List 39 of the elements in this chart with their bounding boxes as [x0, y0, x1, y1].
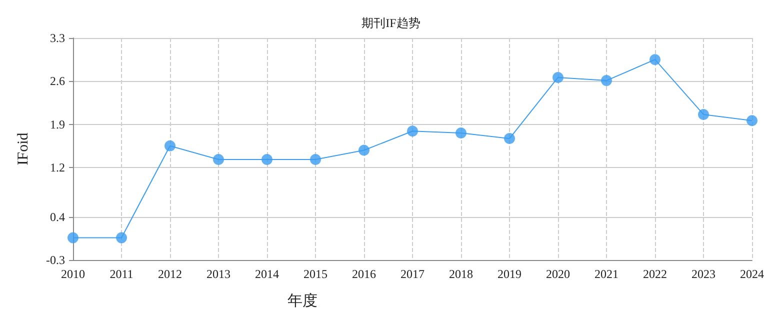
x-tick-label: 2020 — [546, 267, 570, 281]
chart-title: 期刊IF趋势 — [362, 16, 420, 30]
x-tick-label: 2017 — [400, 267, 424, 281]
x-tick-label: 2010 — [61, 267, 85, 281]
point — [358, 144, 370, 156]
y-tick-label: 3.3 — [50, 31, 65, 45]
x-tick-label: 2021 — [594, 267, 618, 281]
x-tick-label: 2022 — [643, 267, 667, 281]
point — [746, 115, 758, 126]
x-tick-label: 2024 — [740, 267, 764, 281]
x-tick-label: 2014 — [255, 267, 279, 281]
point — [456, 127, 466, 138]
point — [407, 126, 418, 137]
point — [213, 154, 224, 165]
x-tick-label: 2023 — [692, 267, 716, 281]
point — [116, 232, 127, 244]
y-tick-label: 2.6 — [50, 74, 65, 88]
y-tick-label: 0.4 — [50, 210, 65, 224]
x-tick-label: 2015 — [304, 267, 328, 281]
x-axis-title: 年度 — [288, 292, 318, 310]
x-tick-label: 2013 — [206, 267, 230, 281]
point — [68, 232, 78, 244]
y-tick-label: 1.9 — [50, 117, 65, 132]
point — [310, 154, 321, 165]
y-axis-title: IFoid — [16, 132, 32, 166]
y-tick-label: -0.3 — [46, 253, 65, 267]
x-tick-label: 2012 — [158, 267, 182, 281]
x-tick-label: 2011 — [110, 267, 134, 281]
y-tick-label: 1.2 — [50, 160, 65, 174]
x-tick-label: 2016 — [352, 267, 376, 281]
point — [504, 133, 515, 144]
x-tick-label: 2019 — [498, 267, 522, 281]
point — [601, 75, 612, 86]
point — [262, 154, 272, 165]
point — [552, 72, 564, 83]
x-tick-label: 2018 — [449, 267, 473, 281]
point — [698, 108, 709, 120]
point — [650, 54, 660, 66]
point — [164, 140, 176, 152]
